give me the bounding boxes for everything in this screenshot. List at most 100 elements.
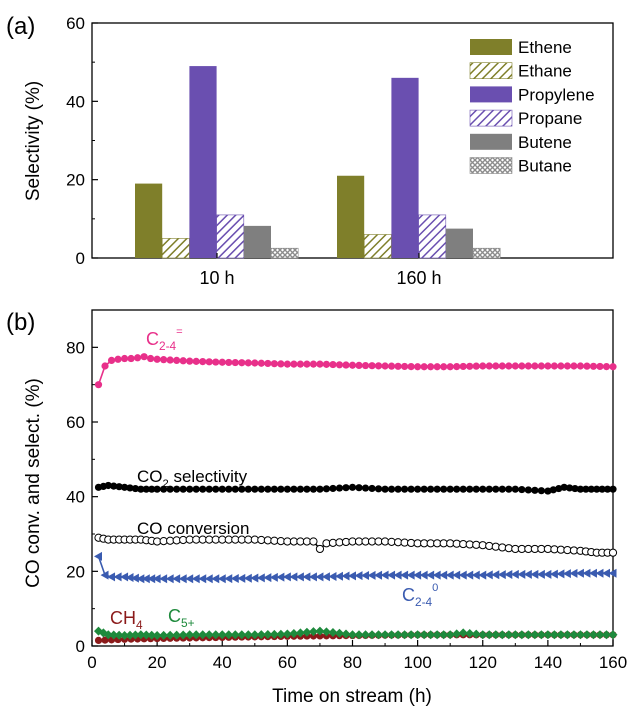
series-c2-4--marker (251, 359, 259, 367)
series-c5--marker (321, 627, 331, 637)
series-c5--marker (256, 630, 266, 640)
series-co-conversion-marker (309, 537, 318, 546)
series-c5--marker (575, 630, 585, 640)
series-c2-4--marker (531, 362, 539, 370)
series-c5--marker (400, 630, 410, 640)
series-co-conversion-marker (315, 544, 325, 554)
series-c5--marker (530, 630, 540, 640)
series-c2-40-marker (491, 570, 500, 580)
series-c5--marker (269, 629, 279, 639)
series-c5--marker (543, 630, 553, 640)
series-c2-4--marker (453, 362, 461, 371)
series-c5--marker (510, 630, 520, 640)
series-co2-selectivity-marker (598, 485, 606, 493)
bar-ethane-1 (363, 234, 392, 259)
series-co2-selectivity-marker (257, 485, 265, 493)
x-tick-label-b: 120 (469, 653, 497, 672)
series-co2-selectivity-marker (173, 485, 181, 493)
series-c2-4--marker (589, 362, 598, 370)
series-c2-40-marker (354, 571, 363, 581)
x-tick-label-b: 20 (148, 653, 167, 672)
series-c5--marker (478, 630, 488, 640)
series-c2-40-marker (562, 569, 571, 579)
series-c2-40-marker (136, 574, 145, 584)
series-c5--marker (114, 630, 124, 640)
series-c2-40-marker (497, 570, 506, 580)
series-c2-40-marker (569, 568, 578, 578)
x-axis-label-b: Time on stream (h) (272, 686, 432, 707)
legend-swatch (470, 133, 512, 150)
series-co2-selectivity-marker (498, 485, 506, 493)
y-tick-label-b: 0 (76, 637, 85, 656)
series-c5--marker (282, 629, 292, 639)
series-co2-selectivity-marker (148, 485, 156, 493)
series-co2-selectivity-marker (335, 484, 344, 492)
series-co2-selectivity-marker (544, 487, 552, 495)
x-tick-label-b: 100 (403, 653, 431, 672)
series-c5--marker (308, 627, 318, 637)
series-c2-40-marker (113, 572, 122, 582)
series-c5--marker (165, 630, 175, 640)
series-c5--marker (211, 630, 221, 640)
series-c2-40-marker (334, 571, 343, 581)
series-c5--marker (109, 630, 119, 640)
series-c2-40-marker (588, 568, 597, 578)
series-c2-40-marker (321, 572, 330, 582)
series-c2-4--marker (186, 357, 194, 365)
series-c2-4--marker (303, 360, 311, 368)
series-co2-selectivity-marker (576, 485, 585, 493)
series-c2-40-marker (413, 570, 422, 580)
series-co2-selectivity-marker (115, 483, 123, 491)
series-c2-40-marker (582, 568, 591, 578)
series-c2-40-marker (165, 574, 174, 584)
x-tick-label-b: 140 (534, 653, 562, 672)
series-co2-selectivity-marker (186, 485, 194, 493)
series-c2-4--marker (218, 358, 226, 366)
series-c2-4--marker (387, 362, 396, 370)
series-c2-40-marker (295, 572, 304, 582)
series-c2-4--marker (329, 360, 337, 369)
series-c5--marker (152, 631, 162, 641)
series-co2-selectivity-marker (381, 485, 389, 493)
series-c2-40-marker (510, 569, 519, 579)
series-c2-4--marker (485, 362, 493, 370)
y-tick-label-b: 20 (66, 562, 85, 581)
series-c2-40-marker (107, 572, 116, 582)
series-c2-4--marker (127, 354, 135, 363)
y-tick-label-b: 40 (66, 488, 85, 507)
series-c2-40-marker (471, 570, 480, 580)
series-c5--marker (159, 630, 169, 640)
series-c2-40-marker (556, 569, 565, 579)
series-ch4-marker (101, 636, 109, 644)
series-c2-40-marker (543, 569, 552, 579)
series-c2-4--marker (394, 362, 402, 370)
series-c2-4--marker (342, 361, 350, 369)
series-c2-40-marker (185, 574, 194, 584)
series-c5--marker (178, 630, 188, 640)
bar-propylene-1 (391, 77, 419, 258)
series-co2-selectivity-marker (251, 485, 259, 493)
series-co2-selectivity-marker (387, 485, 396, 493)
series-co2-selectivity-marker (309, 485, 318, 493)
series-c2-40-marker (204, 574, 213, 584)
series-co2-selectivity-marker (593, 485, 601, 493)
series-co2-selectivity-marker (394, 485, 402, 493)
series-c5--marker (367, 630, 377, 640)
series-co2-selectivity-marker (244, 485, 252, 493)
series-c2-40-marker (406, 570, 415, 580)
bar-butene-1 (445, 228, 473, 258)
series-c2-4--marker (322, 360, 331, 368)
series-c2-4--marker (596, 362, 604, 371)
legend-label: Butane (518, 157, 572, 176)
series-co2-selectivity-marker (459, 485, 467, 493)
series-co2-selectivity-marker (126, 484, 134, 492)
series-c5--marker (328, 628, 338, 638)
legend-label: Propylene (518, 85, 595, 104)
series-c2-40-marker (601, 568, 610, 578)
series-c5--marker (380, 630, 390, 640)
series-c2-4--marker (101, 362, 109, 370)
series-c5--marker (130, 630, 140, 640)
legend-swatch (470, 86, 512, 103)
series-c5--marker (413, 630, 423, 640)
